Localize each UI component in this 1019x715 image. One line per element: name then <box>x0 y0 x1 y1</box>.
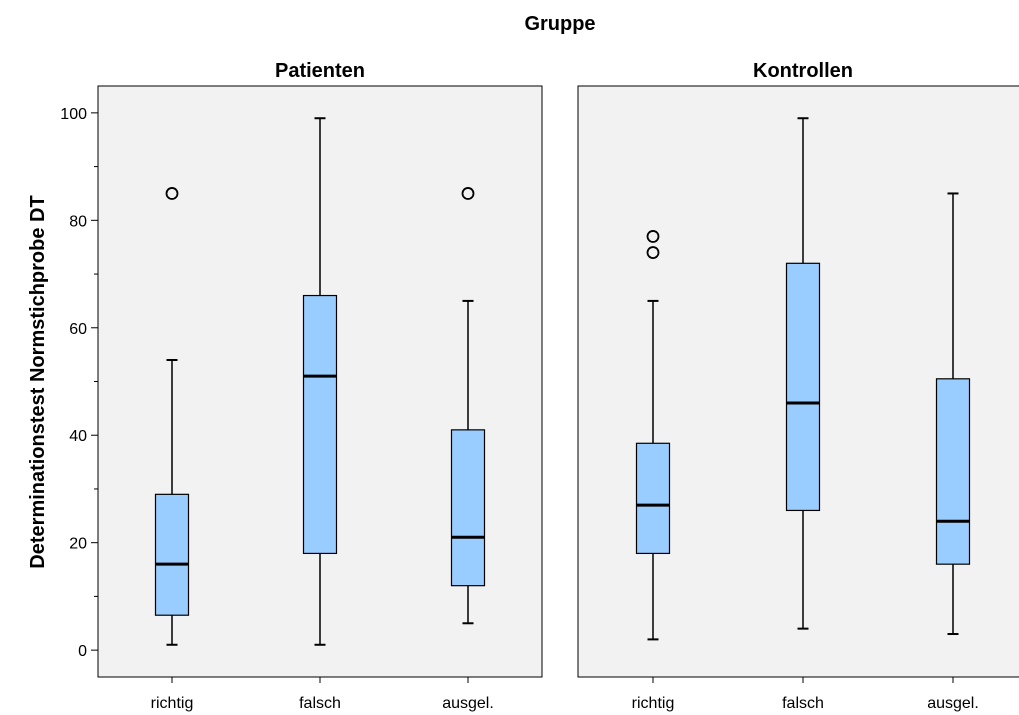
x-tick-label: falsch <box>782 695 824 712</box>
y-axis: 0 20 40 60 80 100 <box>60 106 98 660</box>
chart-title: Gruppe <box>524 13 595 35</box>
x-tick-label: ausgel. <box>927 695 979 712</box>
box-falsch <box>302 117 338 646</box>
y-tick-label: 80 <box>69 213 87 230</box>
x-tick-label: richtig <box>632 695 675 712</box>
outlier-point <box>646 230 660 243</box>
box-ausgel <box>450 187 486 625</box>
y-tick-label: 0 <box>78 643 87 660</box>
iqr-box <box>785 262 821 512</box>
y-tick-label: 40 <box>69 428 87 445</box>
outlier-point <box>646 246 660 259</box>
panel-title: Patienten <box>275 60 365 82</box>
y-tick-label: 60 <box>69 321 87 338</box>
box-falsch <box>785 117 821 630</box>
y-tick-label: 20 <box>69 536 87 553</box>
iqr-box <box>635 442 671 555</box>
y-axis-label: Determinationstest Normstichprobe DT <box>27 195 49 568</box>
iqr-box <box>302 294 338 555</box>
panel-kontrollen: Kontrollen richtig falsch ausgel. <box>577 60 1019 712</box>
x-tick-label: falsch <box>299 695 341 712</box>
box-richtig <box>635 230 671 641</box>
box-ausgel <box>935 192 971 636</box>
iqr-box <box>935 378 971 565</box>
outlier-point <box>461 187 475 200</box>
x-tick-label: ausgel. <box>442 695 494 712</box>
panel-patienten: Patienten richtig falsch ausgel. <box>97 60 543 712</box>
panel-title: Kontrollen <box>753 60 853 82</box>
iqr-box <box>154 493 190 616</box>
panels: Patienten richtig falsch ausgel. Kontrollen r… <box>97 60 1019 712</box>
box-richtig <box>154 187 190 646</box>
iqr-box <box>450 429 486 587</box>
y-tick-label: 100 <box>60 106 87 123</box>
outlier-point <box>165 187 179 200</box>
x-tick-label: richtig <box>151 695 194 712</box>
